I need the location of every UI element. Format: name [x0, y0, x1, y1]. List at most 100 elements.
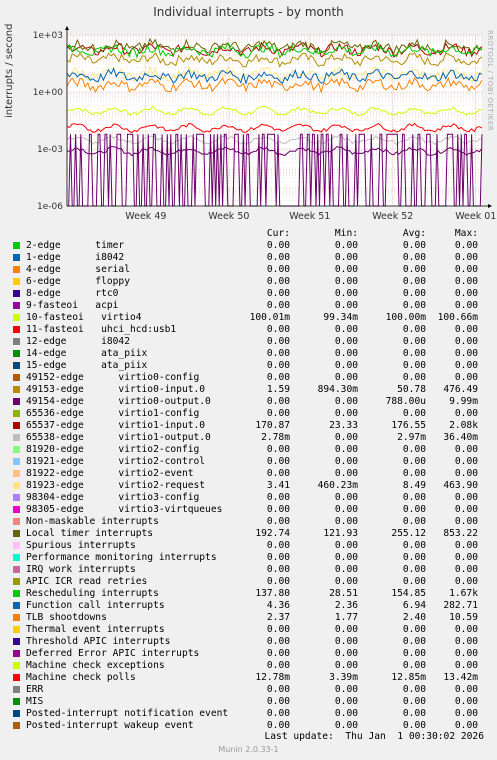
legend-cur-value: 2.37: [266, 612, 290, 623]
legend-max-value: 0.00: [454, 336, 478, 347]
legend-series-name: Non-maskable interrupts: [26, 516, 159, 527]
legend-max-value: 0.00: [454, 684, 478, 695]
legend-avg-value: 0.00: [402, 564, 426, 575]
legend-series-name: 12-edge i8042: [26, 336, 130, 347]
header-avg: Avg:: [402, 228, 426, 239]
legend-avg-value: 0.00: [402, 636, 426, 647]
munin-version: Munin 2.0.33-1: [218, 745, 279, 754]
legend-avg-value: 0.00: [402, 288, 426, 299]
legend-min-value: 121.93: [323, 528, 358, 539]
legend-max-value: 0.00: [454, 648, 478, 659]
legend-avg-value: 0.00: [402, 336, 426, 347]
legend-swatch: [13, 590, 20, 597]
legend-max-value: 2.08k: [449, 420, 478, 431]
legend-avg-value: 8.49: [402, 480, 426, 491]
legend-min-value: 0.00: [334, 252, 358, 263]
legend-min-value: 0.00: [334, 492, 358, 503]
legend-row: 81921-edge virtio2-control 0.00 0.00 0.00 0.…: [0, 456, 497, 468]
legend-min-value: 0.00: [334, 348, 358, 359]
x-tick-label: Week 52: [372, 211, 413, 222]
legend-row: ERR 0.00 0.00 0.00 0.00: [0, 684, 497, 696]
legend-max-value: 0.00: [454, 468, 478, 479]
legend-row: Rescheduling interrupts 137.80 28.51 154.85…: [0, 588, 497, 600]
legend-row: Threshold APIC interrupts 0.00 0.00 0.00 0.0…: [0, 636, 497, 648]
legend-series-name: 98305-edge virtio3-virtqueues: [26, 504, 223, 515]
legend-series-name: Rescheduling interrupts: [26, 588, 159, 599]
legend-row: 4-edge serial 0.00 0.00 0.00 0.00: [0, 264, 497, 276]
legend-max-value: 0.00: [454, 636, 478, 647]
legend-series-name: TLB shootdowns: [26, 612, 107, 623]
legend-cur-value: 0.00: [266, 456, 290, 467]
legend-row: 10-fasteoi virtio4 100.01m 99.34m 100.00m 10…: [0, 312, 497, 324]
legend-swatch: [13, 314, 20, 321]
legend-min-value: 0.00: [334, 624, 358, 635]
legend-min-value: 0.00: [334, 576, 358, 587]
legend-row: 2-edge timer 0.00 0.00 0.00 0.00: [0, 240, 497, 252]
legend-swatch: [13, 362, 20, 369]
legend-swatch: [13, 470, 20, 477]
legend-swatch: [13, 530, 20, 537]
legend-swatch: [13, 326, 20, 333]
legend-series-name: 81921-edge virtio2-control: [26, 456, 206, 467]
legend-swatch: [13, 542, 20, 549]
legend-swatch: [13, 578, 20, 585]
legend-series-name: 49152-edge virtio0-config: [26, 372, 200, 383]
legend-swatch: [13, 662, 20, 669]
legend-max-value: 282.71: [443, 600, 478, 611]
legend-cur-value: 192.74: [255, 528, 290, 539]
rrdtool-credit: RRDTOOL / TOBI OETIKER: [486, 30, 494, 132]
legend-min-value: 0.00: [334, 684, 358, 695]
legend-cur-value: 0.00: [266, 240, 290, 251]
legend-cur-value: 2.78m: [261, 432, 290, 443]
legend-min-value: 0.00: [334, 708, 358, 719]
legend-row: Posted-interrupt notification event 0.00 0…: [0, 708, 497, 720]
series-line: [66, 37, 483, 55]
legend-avg-value: 2.97m: [397, 432, 426, 443]
legend-series-name: Spurious interrupts: [26, 540, 136, 551]
legend-max-value: 9.99m: [449, 396, 478, 407]
legend-swatch: [13, 698, 20, 705]
legend-max-value: 0.00: [454, 504, 478, 515]
legend-cur-value: 137.80: [255, 588, 290, 599]
legend-swatch: [13, 458, 20, 465]
legend-row: Posted-interrupt wakeup event 0.00 0.00 0.0…: [0, 720, 497, 732]
legend-max-value: 0.00: [454, 492, 478, 503]
y-tick-label: 1e-06: [37, 202, 63, 212]
series-line: [66, 76, 483, 95]
legend-row: 65536-edge virtio1-config 0.00 0.00 0.00 0.0…: [0, 408, 497, 420]
legend-min-value: 460.23m: [317, 480, 358, 491]
series-line: [66, 67, 483, 86]
legend-avg-value: 0.00: [402, 492, 426, 503]
legend-series-name: 65536-edge virtio1-config: [26, 408, 200, 419]
legend-avg-value: 0.00: [402, 360, 426, 371]
header-cur: Cur:: [266, 228, 290, 239]
legend-min-value: 0.00: [334, 504, 358, 515]
legend-swatch: [13, 446, 20, 453]
legend-swatch: [13, 410, 20, 417]
legend-swatch: [13, 434, 20, 441]
y-tick-label: 1e+03: [33, 31, 63, 41]
legend-min-value: 0.00: [334, 444, 358, 455]
legend-min-value: 0.00: [334, 372, 358, 383]
legend-cur-value: 0.00: [266, 576, 290, 587]
legend-min-value: 0.00: [334, 396, 358, 407]
legend-row: 65537-edge virtio1-input.0 170.87 23.33 176…: [0, 420, 497, 432]
legend-min-value: 0.00: [334, 648, 358, 659]
legend-swatch: [13, 506, 20, 513]
legend-row: Local timer interrupts 192.74 121.93 255.12…: [0, 528, 497, 540]
legend-swatch: [13, 518, 20, 525]
legend-min-value: 0.00: [334, 432, 358, 443]
legend-series-name: 65538-edge virtio1-output.0: [26, 432, 211, 443]
legend-series-name: 15-edge ata_piix: [26, 360, 148, 371]
legend-swatch: [13, 722, 20, 729]
legend-max-value: 0.00: [454, 564, 478, 575]
legend-row: TLB shootdowns 2.37 1.77 2.40 10.59: [0, 612, 497, 624]
legend-row: Performance monitoring interrupts 0.00 0.0…: [0, 552, 497, 564]
legend-max-value: 0.00: [454, 696, 478, 707]
legend-cur-value: 0.00: [266, 636, 290, 647]
legend-max-value: 0.00: [454, 456, 478, 467]
legend-max-value: 0.00: [454, 720, 478, 731]
y-tick-label: 1e-03: [37, 145, 63, 155]
legend-max-value: 0.00: [454, 708, 478, 719]
legend-max-value: 100.66m: [437, 312, 478, 323]
